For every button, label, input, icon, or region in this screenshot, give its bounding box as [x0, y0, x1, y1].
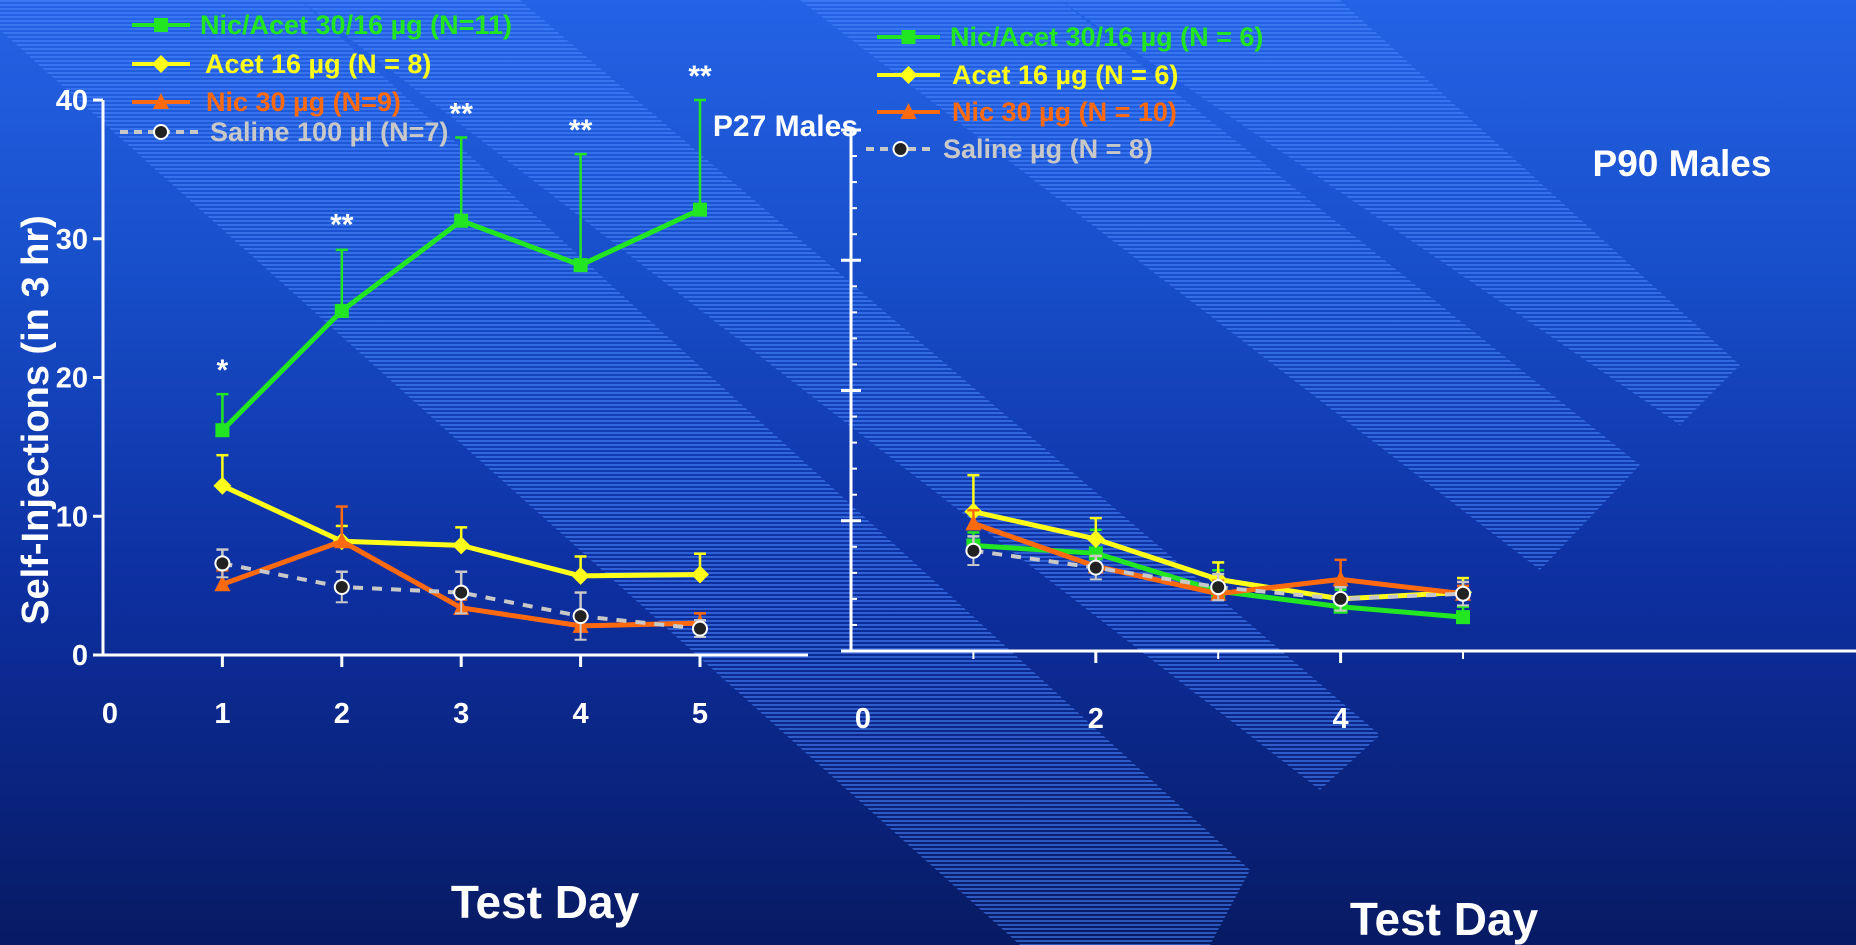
- x-axis-title: Test Day: [1350, 893, 1539, 945]
- legend-label: Saline µg (N = 8): [943, 134, 1153, 164]
- data-point-square: [1456, 610, 1470, 625]
- x-tick-label: 1: [214, 698, 230, 730]
- tick-labels: 0 10 20 30 40 0 1 2 3 4 5: [56, 85, 708, 730]
- y-axis-title: Self-Injections (in 3 hr): [15, 215, 57, 625]
- series-layer: [964, 473, 1472, 625]
- legend-label: Saline 100 µl (N=7): [210, 117, 448, 147]
- x-tick-label: 5: [692, 698, 708, 730]
- background-bands: [0, 0, 1740, 945]
- x-tick-label: 2: [1088, 703, 1104, 735]
- legend: Nic/Acet 30/16 µg (N=11) Acet 16 µg (N = …: [120, 10, 512, 147]
- data-point-circle: [1087, 559, 1104, 576]
- data-point-circle: [692, 620, 708, 637]
- x-tick-label: 4: [573, 698, 589, 730]
- significance-label: **: [569, 114, 593, 147]
- x-tick-label: 3: [453, 698, 469, 730]
- background-band: [800, 0, 1640, 570]
- data-point-diamond: [899, 66, 918, 84]
- data-point-diamond: [213, 476, 232, 495]
- data-point-square: [334, 303, 349, 318]
- data-point-circle: [965, 542, 982, 559]
- series-line: [222, 561, 701, 631]
- data-point-circle: [1210, 579, 1227, 596]
- data-point-triangle: [153, 93, 169, 109]
- data-point-circle: [572, 608, 589, 625]
- data-point-square: [573, 258, 588, 273]
- significance-label: **: [330, 208, 354, 241]
- legend-label: Nic 30 µg (N=9): [206, 87, 401, 117]
- data-point-triangle: [1332, 570, 1349, 587]
- y-tick-label: 0: [72, 640, 88, 672]
- background-band: [300, 0, 1380, 790]
- x-tick-label: 0: [855, 703, 871, 735]
- legend-label: Acet 16 µg (N = 8): [205, 49, 431, 79]
- y-tick-label: 40: [56, 85, 88, 117]
- data-point-triangle: [214, 575, 231, 592]
- data-point-triangle: [900, 103, 917, 119]
- data-point-diamond: [571, 566, 590, 585]
- axes: [841, 128, 1856, 663]
- x-axis-title: Test Day: [451, 876, 640, 928]
- background-band: [0, 0, 1250, 945]
- data-point-circle: [892, 141, 909, 157]
- data-point-circle: [214, 555, 231, 572]
- data-point-square: [901, 30, 916, 44]
- data-point-circle: [153, 124, 169, 140]
- legend-label: Acet 16 µg (N = 6): [952, 60, 1178, 90]
- data-point-diamond: [1086, 529, 1105, 548]
- y-tick-label: 30: [56, 224, 88, 256]
- legend-label: Nic/Acet 30/16 µg (N=11): [200, 10, 512, 40]
- data-point-square: [154, 18, 168, 32]
- significance-markers: *********: [217, 60, 712, 387]
- legend-label: Nic/Acet 30/16 µg (N = 6): [950, 22, 1263, 52]
- y-tick-label: 10: [56, 501, 88, 533]
- significance-label: **: [688, 60, 712, 93]
- chart-panel-p90: 0 2 4 Nic/Acet 30/16 µg (N = 6) Acet 16 µg …: [841, 22, 1856, 945]
- data-point-square: [454, 213, 469, 228]
- y-tick-label: 20: [56, 363, 88, 395]
- data-point-diamond: [452, 536, 471, 555]
- x-tick-label: 2: [334, 698, 350, 730]
- legend-label: Nic 30 µg (N = 10): [952, 97, 1177, 127]
- data-point-square: [693, 202, 707, 217]
- legend: Nic/Acet 30/16 µg (N = 6) Acet 16 µg (N =…: [866, 22, 1263, 164]
- x-tick-label: 4: [1333, 703, 1349, 735]
- panel-title: P90 Males: [1593, 143, 1772, 184]
- data-point-diamond: [691, 565, 709, 584]
- axes: [93, 98, 808, 667]
- background-band: [1060, 0, 1740, 425]
- significance-label: **: [450, 97, 474, 130]
- tick-labels: 0 2 4: [855, 703, 1349, 735]
- data-point-triangle: [965, 514, 982, 531]
- series-layer: [213, 98, 709, 641]
- data-point-circle: [453, 584, 470, 601]
- data-point-circle: [1455, 585, 1471, 602]
- data-point-circle: [1332, 590, 1349, 607]
- data-point-diamond: [152, 55, 170, 73]
- data-point-square: [215, 423, 230, 438]
- panel-title: P27 Males: [713, 110, 858, 143]
- data-point-triangle: [333, 532, 350, 549]
- significance-label: *: [217, 354, 229, 387]
- data-point-circle: [333, 579, 350, 596]
- x-tick-label: 0: [102, 698, 118, 730]
